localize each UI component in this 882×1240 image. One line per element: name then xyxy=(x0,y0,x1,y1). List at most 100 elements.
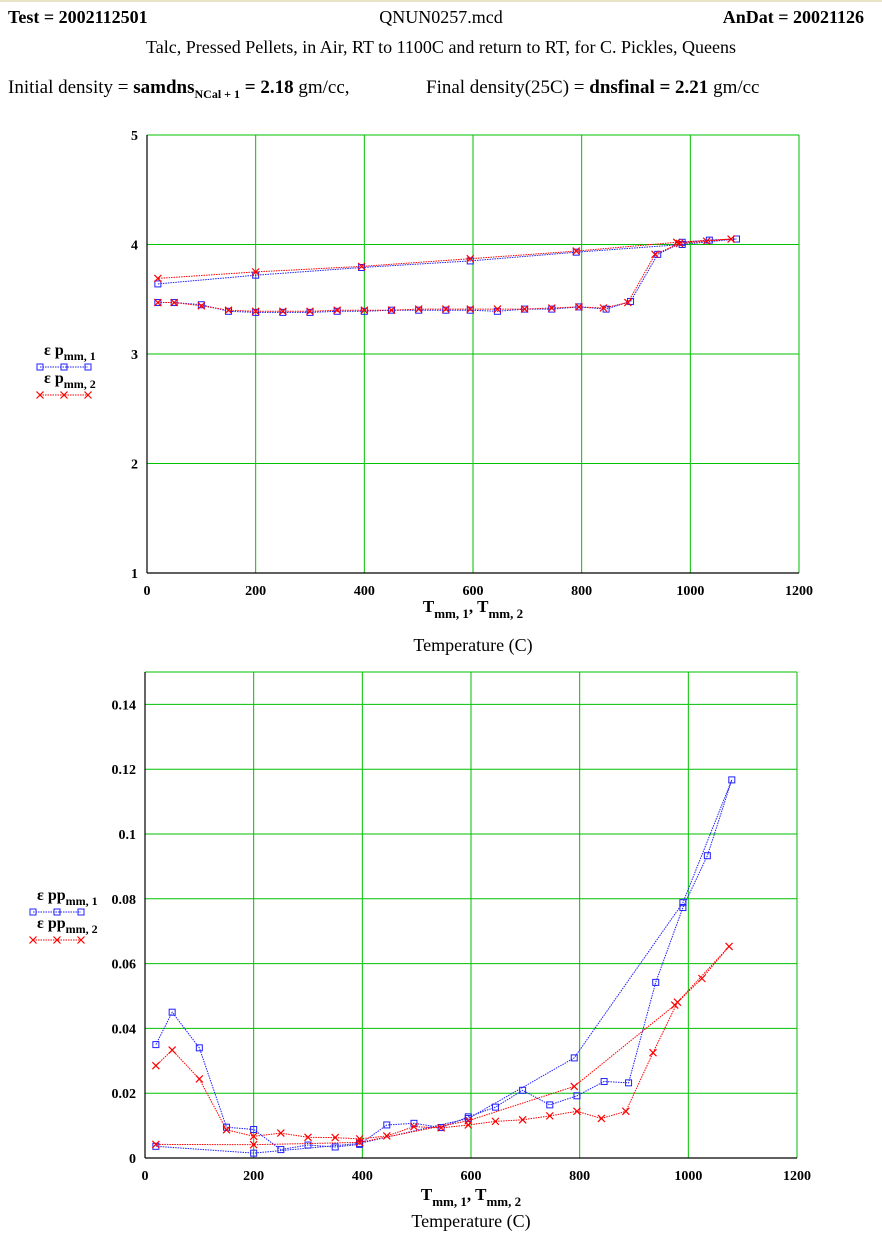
x-tick-label: 1000 xyxy=(674,1169,702,1184)
data-point-x xyxy=(491,1117,500,1126)
data-point-square xyxy=(279,308,287,316)
x-axis-label-sub2: mm, 2 xyxy=(488,606,523,621)
data-point-x xyxy=(621,1107,630,1116)
data-point-x xyxy=(249,1132,258,1141)
data-point-x xyxy=(151,1061,160,1070)
legend-label-1: ε ppmm, 1 xyxy=(37,887,98,908)
data-point-x xyxy=(360,306,369,315)
data-point-x xyxy=(466,254,475,263)
test-value: 2002112501 xyxy=(58,7,148,27)
data-point-square xyxy=(491,1103,499,1111)
legend-marker-x xyxy=(77,936,85,944)
data-point-x xyxy=(573,1107,581,1116)
legend-marker-square xyxy=(60,363,68,371)
data-point-x xyxy=(414,305,423,314)
data-point-square xyxy=(152,1142,160,1150)
chart-2: 0 200 400 600 800 1000 1200 0 0.02 0.04 0.06 0.08 0.… xyxy=(29,671,811,1232)
data-point-x xyxy=(441,305,450,314)
initial-density-label: Initial density = xyxy=(8,77,134,98)
series-line-2 xyxy=(155,946,730,1146)
x-tick-label: 0 xyxy=(144,584,151,599)
data-point-square xyxy=(358,263,366,271)
test-number: Test = 2002112501 xyxy=(8,7,148,28)
data-point-square xyxy=(277,1146,285,1154)
x-axis-label-sub1: mm, 1 xyxy=(434,606,469,621)
data-point-square xyxy=(333,307,341,315)
x-axis-title: Temperature (C) xyxy=(411,1211,530,1232)
data-point-square xyxy=(572,248,580,256)
data-point-square xyxy=(250,1125,258,1133)
initial-density-sub: NCal + 1 xyxy=(194,86,240,101)
legend-label-2: ε ppmm, 2 xyxy=(37,915,98,936)
legend-marker-square xyxy=(36,363,44,371)
data-point-x xyxy=(197,301,206,310)
chart-1: 0 200 400 600 800 1000 1200 1 2 3 4 5 Tmm, 1, Tmm, 2… xyxy=(36,129,813,656)
data-point-square xyxy=(304,1141,312,1149)
data-point-square xyxy=(195,1044,203,1052)
data-point-x xyxy=(651,250,659,259)
data-point-square xyxy=(546,1101,554,1109)
final-density-unit: gm/cc xyxy=(708,77,760,98)
y-tick-label: 2 xyxy=(131,458,138,473)
filename: QNUN0257.mcd xyxy=(379,7,503,27)
x-tick-label: 200 xyxy=(243,1169,264,1184)
data-point-x xyxy=(251,307,260,316)
andat-label: AnDat = xyxy=(722,7,793,27)
x-axis-title: Temperature (C) xyxy=(413,635,532,656)
data-point-x xyxy=(331,1133,340,1142)
final-density: Final density(25C) = dnsfinal = 2.21 gm/… xyxy=(426,77,760,99)
subtitle: Talc, Pressed Pellets, in Air, RT to 110… xyxy=(146,37,736,57)
data-point-x xyxy=(649,1048,657,1057)
y-tick-label: 4 xyxy=(131,239,138,254)
data-point-x xyxy=(249,1140,258,1149)
data-point-x xyxy=(572,247,581,255)
data-point-square xyxy=(679,904,687,912)
data-point-square xyxy=(570,1054,578,1062)
data-point-x xyxy=(725,942,734,951)
data-point-x xyxy=(570,1082,579,1091)
x-tick-label: 400 xyxy=(352,1169,373,1184)
data-point-x xyxy=(599,304,608,312)
y-tick-label: 0 xyxy=(129,1152,136,1167)
data-point-x xyxy=(675,239,684,248)
x-tick-label: 600 xyxy=(463,584,484,599)
data-point-x xyxy=(222,1125,231,1134)
legend-marker-square xyxy=(84,363,92,371)
data-point-square xyxy=(652,978,660,986)
test-label: Test = xyxy=(8,7,59,27)
data-point-square xyxy=(519,1086,527,1094)
data-point-square xyxy=(154,280,162,288)
x-tick-label: 400 xyxy=(354,584,375,599)
data-point-x xyxy=(670,1001,679,1009)
header-rule xyxy=(0,0,882,2)
data-point-x xyxy=(545,1111,554,1120)
initial-density-value: = 2.18 xyxy=(240,77,294,98)
data-point-x xyxy=(195,1075,204,1083)
data-point-square xyxy=(168,1008,176,1016)
legend-marker-x xyxy=(36,391,44,399)
x-tick-label: 200 xyxy=(245,584,266,599)
data-point-x xyxy=(224,306,233,315)
legend-marker-x xyxy=(53,936,61,944)
data-point-x xyxy=(251,267,260,276)
data-point-square xyxy=(197,301,205,309)
data-point-x xyxy=(575,302,583,311)
data-point-square xyxy=(625,1079,633,1087)
legend-label-2: ε pmm, 2 xyxy=(44,370,96,391)
data-point-x xyxy=(672,238,681,247)
data-point-x xyxy=(623,298,632,307)
legend-label-1: ε pmm, 1 xyxy=(44,342,96,363)
x-axis-label-sep: , T xyxy=(469,597,489,616)
data-point-square xyxy=(250,1149,258,1157)
data-point-x xyxy=(727,235,736,243)
legend-marker-square xyxy=(53,908,61,916)
data-point-square xyxy=(679,899,687,907)
data-point-x xyxy=(278,307,287,316)
x-tick-label: 800 xyxy=(569,1169,590,1184)
data-point-square xyxy=(356,1139,364,1147)
data-point-x xyxy=(357,262,366,271)
initial-density-unit: gm/cc, xyxy=(293,77,350,98)
data-point-x xyxy=(410,1122,418,1131)
data-point-x xyxy=(333,306,342,315)
final-density-label: Final density(25C) = xyxy=(426,77,590,98)
